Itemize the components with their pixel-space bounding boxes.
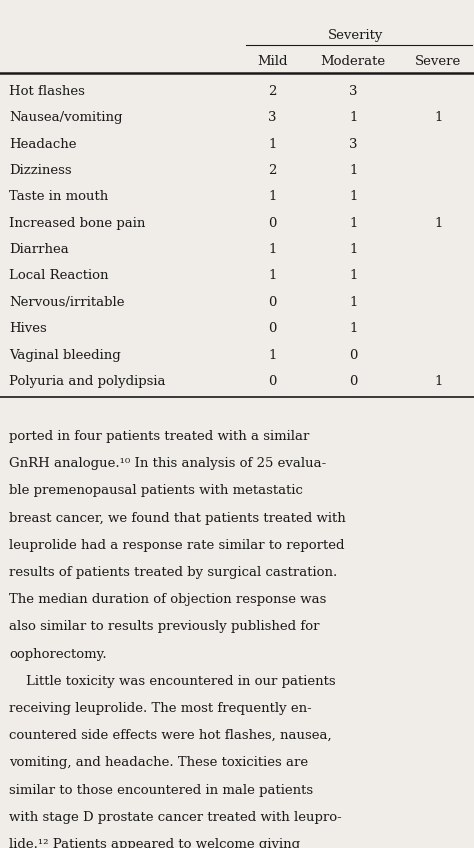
Text: 1: 1 xyxy=(268,349,277,361)
Text: 2: 2 xyxy=(268,164,277,177)
Text: 0: 0 xyxy=(268,217,277,230)
Text: 3: 3 xyxy=(349,85,357,98)
Text: 1: 1 xyxy=(434,375,443,388)
Text: Polyuria and polydipsia: Polyuria and polydipsia xyxy=(9,375,166,388)
Text: Dizziness: Dizziness xyxy=(9,164,72,177)
Text: Mild: Mild xyxy=(257,55,288,68)
Text: 0: 0 xyxy=(268,296,277,309)
Text: Little toxicity was encountered in our patients: Little toxicity was encountered in our p… xyxy=(9,675,336,688)
Text: 1: 1 xyxy=(349,270,357,282)
Text: 0: 0 xyxy=(349,349,357,361)
Text: similar to those encountered in male patients: similar to those encountered in male pat… xyxy=(9,784,314,796)
Text: Hot flashes: Hot flashes xyxy=(9,85,85,98)
Text: 1: 1 xyxy=(349,111,357,124)
Text: vomiting, and headache. These toxicities are: vomiting, and headache. These toxicities… xyxy=(9,756,309,769)
Text: Diarrhea: Diarrhea xyxy=(9,243,69,256)
Text: oophorectomy.: oophorectomy. xyxy=(9,648,107,661)
Text: 3: 3 xyxy=(268,111,277,124)
Text: ble premenopausal patients with metastatic: ble premenopausal patients with metastat… xyxy=(9,484,303,498)
Text: Vaginal bleeding: Vaginal bleeding xyxy=(9,349,121,361)
Text: 1: 1 xyxy=(268,190,277,204)
Text: Severity: Severity xyxy=(328,29,383,42)
Text: with stage D prostate cancer treated with leupro-: with stage D prostate cancer treated wit… xyxy=(9,811,342,823)
Text: ported in four patients treated with a similar: ported in four patients treated with a s… xyxy=(9,430,310,443)
Text: Nausea/vomiting: Nausea/vomiting xyxy=(9,111,123,124)
Text: Headache: Headache xyxy=(9,137,77,151)
Text: The median duration of objection response was: The median duration of objection respons… xyxy=(9,594,327,606)
Text: 1: 1 xyxy=(268,137,277,151)
Text: Severe: Severe xyxy=(415,55,462,68)
Text: 1: 1 xyxy=(349,322,357,335)
Text: also similar to results previously published for: also similar to results previously publi… xyxy=(9,621,320,633)
Text: Local Reaction: Local Reaction xyxy=(9,270,109,282)
Text: receiving leuprolide. The most frequently en-: receiving leuprolide. The most frequentl… xyxy=(9,702,312,715)
Text: 0: 0 xyxy=(349,375,357,388)
Text: Increased bone pain: Increased bone pain xyxy=(9,217,146,230)
Text: Taste in mouth: Taste in mouth xyxy=(9,190,109,204)
Text: GnRH analogue.¹⁰ In this analysis of 25 evalua-: GnRH analogue.¹⁰ In this analysis of 25 … xyxy=(9,457,327,471)
Text: Moderate: Moderate xyxy=(320,55,386,68)
Text: Hives: Hives xyxy=(9,322,47,335)
Text: 2: 2 xyxy=(268,85,277,98)
Text: 1: 1 xyxy=(268,270,277,282)
Text: 1: 1 xyxy=(434,217,443,230)
Text: countered side effects were hot flashes, nausea,: countered side effects were hot flashes,… xyxy=(9,729,332,742)
Text: 1: 1 xyxy=(349,164,357,177)
Text: Nervous/irritable: Nervous/irritable xyxy=(9,296,125,309)
Text: 1: 1 xyxy=(268,243,277,256)
Text: 0: 0 xyxy=(268,322,277,335)
Text: 1: 1 xyxy=(434,111,443,124)
Text: leuprolide had a response rate similar to reported: leuprolide had a response rate similar t… xyxy=(9,538,345,552)
Text: lide.¹² Patients appeared to welcome giving: lide.¹² Patients appeared to welcome giv… xyxy=(9,838,301,848)
Text: 3: 3 xyxy=(349,137,357,151)
Text: 1: 1 xyxy=(349,243,357,256)
Text: 0: 0 xyxy=(268,375,277,388)
Text: results of patients treated by surgical castration.: results of patients treated by surgical … xyxy=(9,566,338,579)
Text: 1: 1 xyxy=(349,217,357,230)
Text: 1: 1 xyxy=(349,190,357,204)
Text: 1: 1 xyxy=(349,296,357,309)
Text: breast cancer, we found that patients treated with: breast cancer, we found that patients tr… xyxy=(9,511,346,525)
